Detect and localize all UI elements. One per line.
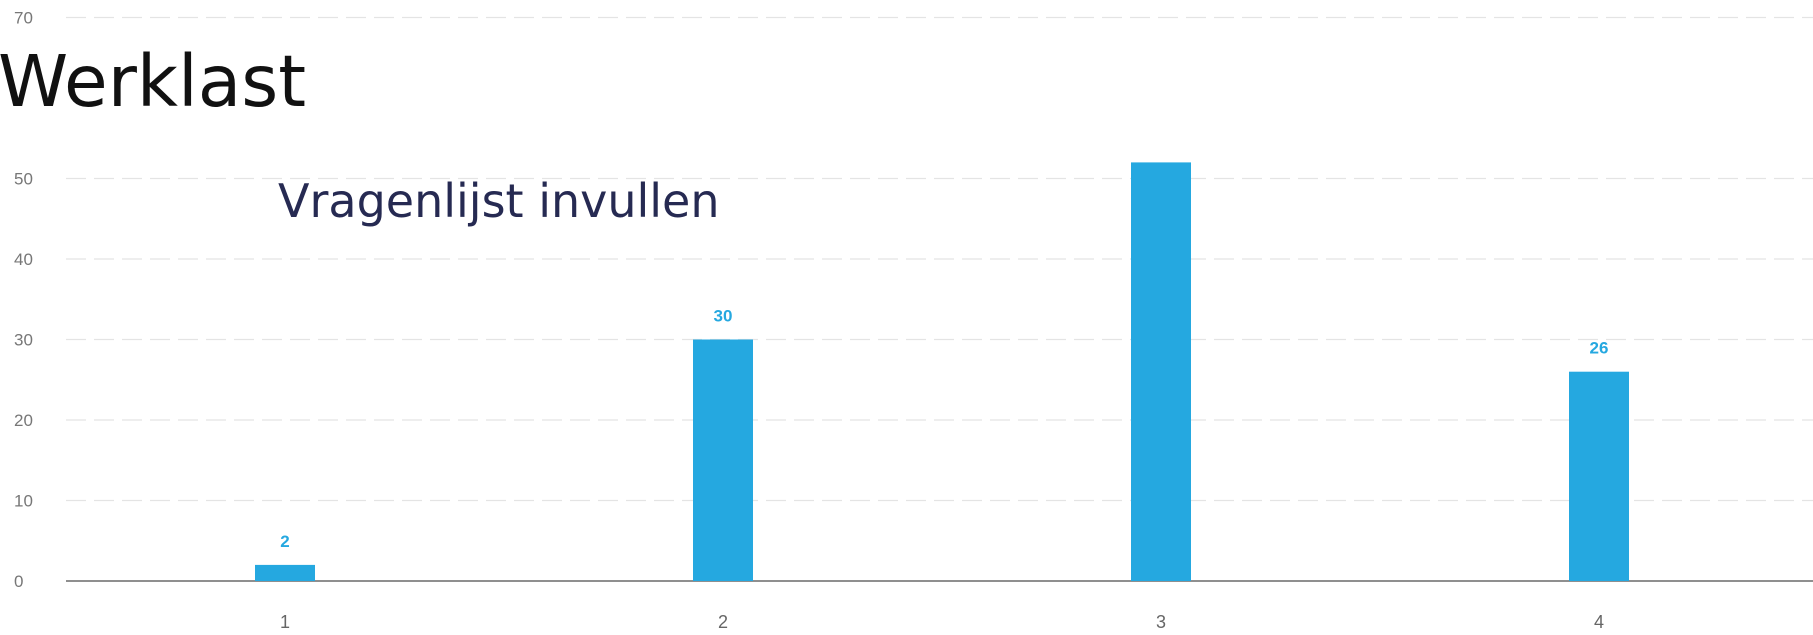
x-tick-label: 4 xyxy=(1594,612,1604,632)
bar-value-label: 30 xyxy=(714,307,733,326)
bar-value-label: 2 xyxy=(280,532,289,551)
bar xyxy=(255,564,315,581)
bar xyxy=(1569,371,1629,581)
y-tick-label: 50 xyxy=(14,170,33,189)
x-tick-label: 2 xyxy=(718,612,728,632)
bar xyxy=(1131,162,1191,581)
x-tick-label: 1 xyxy=(280,612,290,632)
y-tick-label: 20 xyxy=(14,411,33,430)
y-tick-label: 10 xyxy=(14,492,33,511)
y-tick-label: 40 xyxy=(14,250,33,269)
y-tick-label: 70 xyxy=(14,9,33,28)
bar-value-label: 26 xyxy=(1590,339,1609,358)
chart-subtitle: Vragenlijst invullen xyxy=(278,174,720,228)
chart-title: Werklast xyxy=(0,40,307,123)
x-tick-label: 3 xyxy=(1156,612,1166,632)
y-tick-label: 30 xyxy=(14,331,33,350)
y-tick-label: 0 xyxy=(14,572,23,591)
bar xyxy=(693,339,753,581)
